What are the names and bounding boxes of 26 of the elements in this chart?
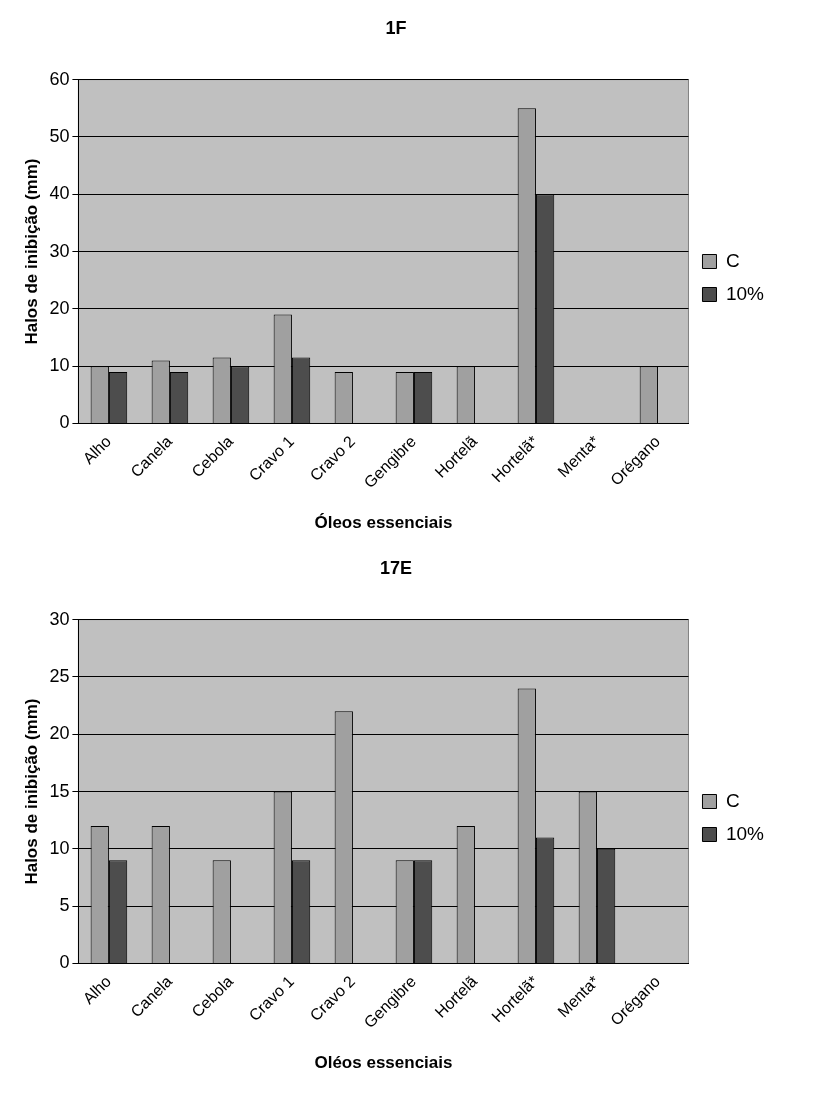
- legend-label: C: [725, 249, 740, 271]
- x-axis-title: Óleos essenciais: [314, 513, 453, 533]
- y-tick-label: 25: [49, 665, 70, 686]
- y-tick-label: 30: [49, 608, 70, 629]
- legend-label: 10%: [725, 822, 765, 844]
- y-tick-label: 0: [59, 952, 70, 973]
- y-tick-label: 40: [49, 183, 70, 204]
- y-tick-label: 20: [49, 297, 70, 318]
- y-tick-label: 15: [49, 780, 70, 801]
- x-tick-label: Alho: [79, 432, 115, 468]
- y-tick-label: 50: [49, 125, 70, 146]
- y-axis-title: Halos de inibição (mm): [21, 158, 41, 345]
- y-tick-label: 5: [59, 895, 70, 916]
- y-tick-label: 60: [49, 68, 70, 89]
- chart-title: 17E: [379, 557, 413, 578]
- y-tick-label: 20: [49, 723, 70, 744]
- legend-label: 10%: [725, 282, 765, 304]
- y-tick-label: 0: [59, 412, 70, 433]
- y-axis-title: Halos de inibição (mm): [21, 698, 41, 885]
- y-tick-label: 10: [49, 355, 70, 376]
- x-axis-title: Oléos essenciais: [314, 1053, 453, 1073]
- chart-title: 1F: [385, 17, 407, 38]
- y-tick-label: 30: [49, 240, 70, 261]
- x-tick-label: Alho: [79, 972, 115, 1008]
- legend-label: C: [725, 789, 740, 811]
- y-tick-label: 10: [49, 837, 70, 858]
